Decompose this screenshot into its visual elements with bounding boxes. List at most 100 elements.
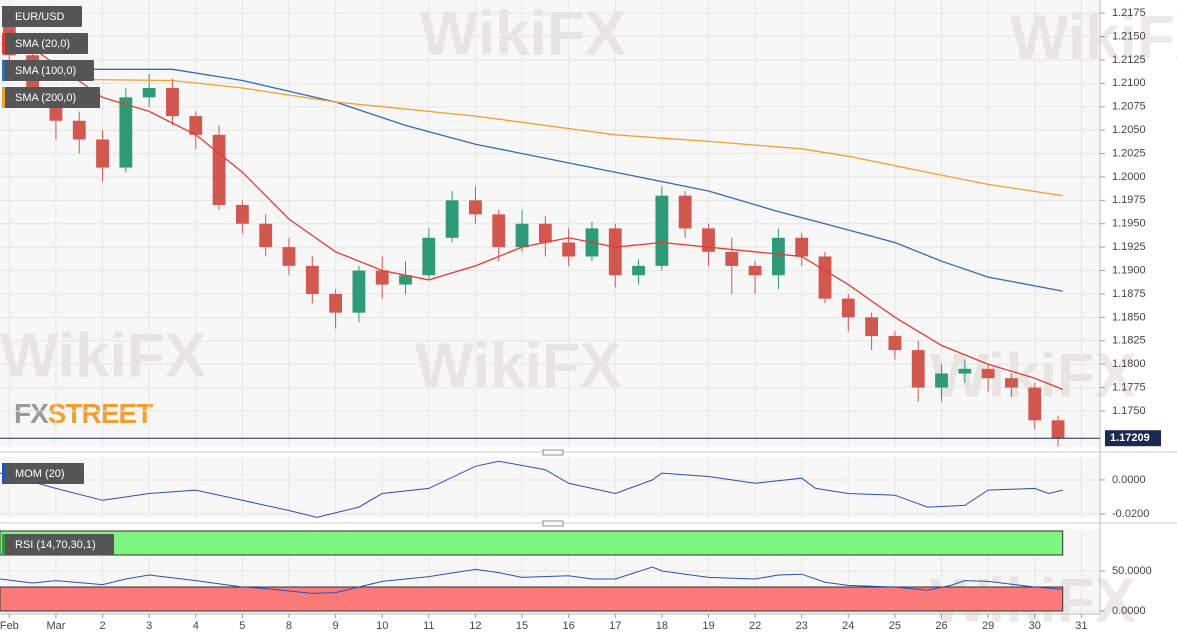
- x-tick-label: 18: [656, 620, 668, 632]
- candle-body: [235, 205, 249, 224]
- y-tick-label: 1.1850: [1112, 311, 1146, 323]
- legend-box: [2, 534, 114, 555]
- y-tick-label: 1.1875: [1112, 288, 1146, 300]
- y-tick-label: 0.0000: [1112, 474, 1146, 486]
- grip[interactable]: [542, 520, 564, 527]
- candle-body: [935, 373, 948, 388]
- legend-swatch: [2, 33, 5, 54]
- candle-body: [1051, 420, 1065, 439]
- y-tick-label: 1.1800: [1112, 358, 1146, 370]
- x-tick-label: 3: [146, 620, 152, 632]
- candle-body: [702, 228, 715, 252]
- candle-body: [96, 139, 109, 168]
- candle-body: [562, 242, 576, 257]
- candle-body: [375, 270, 389, 285]
- indicator-line: [0, 460, 1063, 518]
- y-tick-label: 1.2150: [1112, 30, 1146, 42]
- logo-part: FX: [14, 398, 49, 429]
- candle-body: [538, 223, 552, 243]
- y-tick-label: 1.1775: [1112, 381, 1146, 393]
- logo: FXSTREET: [14, 398, 153, 429]
- legend-swatch: [2, 6, 5, 27]
- candle-body: [911, 350, 925, 388]
- x-tick-label: 2: [99, 620, 105, 632]
- x-tick-label: 23: [796, 620, 808, 632]
- y-tick-label: 1.1750: [1112, 405, 1146, 417]
- watermark: WikiFX: [420, 0, 626, 68]
- candle-body: [771, 237, 785, 276]
- y-tick-label: 1.2050: [1112, 124, 1146, 136]
- legend-swatch: [2, 87, 5, 108]
- watermark: WikiFX: [1010, 3, 1177, 72]
- candle-body: [725, 251, 739, 266]
- candle-body: [795, 237, 809, 257]
- candle-body: [259, 223, 273, 248]
- legend-item: MOM (20): [2, 463, 84, 484]
- x-tick-label: Feb: [0, 620, 19, 632]
- legend-box: [2, 87, 100, 108]
- y-tick-label: 1.2125: [1112, 54, 1146, 66]
- y-tick-label: 1.1950: [1112, 218, 1146, 230]
- candle-body: [422, 237, 436, 276]
- legend-item: SMA (100,0): [2, 60, 94, 81]
- candle-body: [305, 265, 319, 294]
- x-tick-label: 9: [333, 620, 339, 632]
- legend-box: [2, 60, 94, 81]
- legend-item: SMA (20,0): [2, 33, 88, 54]
- candle-body: [469, 200, 482, 215]
- candle-body: [212, 134, 226, 206]
- x-tick-label: 16: [563, 620, 575, 632]
- last-price-box: [1105, 430, 1161, 447]
- legend-label: RSI (14,70,30,1): [15, 539, 96, 551]
- y-tick-label: 1.1975: [1112, 194, 1146, 206]
- legend-item: EUR/USD: [2, 6, 82, 27]
- candle-body: [748, 265, 762, 276]
- x-tick-label: 29: [982, 620, 994, 632]
- candle-body: [119, 97, 133, 168]
- legend-box: [2, 6, 82, 27]
- x-tick-label: 11: [423, 620, 434, 632]
- x-tick-label: 12: [469, 620, 481, 632]
- candle-body: [399, 275, 412, 285]
- x-tick-label: 25: [889, 620, 901, 632]
- y-tick-label: 1.1925: [1112, 241, 1146, 253]
- candle-body: [1028, 387, 1042, 421]
- oversold-band: [0, 586, 1064, 612]
- candle-body: [865, 317, 879, 337]
- y-tick-label: 1.1825: [1112, 335, 1146, 347]
- candle-body: [608, 228, 622, 276]
- last-price-label: 1.17209: [1110, 432, 1150, 444]
- legend-swatch: [2, 60, 5, 81]
- watermark: WikiFX: [415, 331, 621, 400]
- sma-line: [9, 77, 1063, 197]
- x-tick-label: 4: [193, 620, 199, 632]
- y-tick-label: 0.0000: [1112, 605, 1146, 617]
- x-tick-label: 17: [609, 620, 621, 632]
- candle-body: [352, 270, 366, 313]
- x-tick-label: 10: [376, 620, 388, 632]
- candle-body: [142, 87, 156, 98]
- legend-item: RSI (14,70,30,1): [2, 534, 114, 555]
- sma-line: [9, 68, 1063, 292]
- candle-body: [492, 214, 506, 248]
- candle-body: [1005, 378, 1018, 388]
- y-tick-label: -0.0200: [1112, 508, 1149, 520]
- logo-part: STREET: [48, 398, 153, 429]
- grip[interactable]: [542, 449, 564, 456]
- candle-body: [981, 368, 995, 379]
- legend-label: SMA (20,0): [15, 38, 70, 50]
- x-tick-label: Mar: [46, 620, 65, 632]
- legend-label: EUR/USD: [15, 11, 65, 23]
- x-tick-label: 24: [842, 620, 854, 632]
- watermark: WikiFX: [0, 321, 206, 390]
- y-tick-label: 1.2000: [1112, 171, 1146, 183]
- legend-label: SMA (100,0): [15, 65, 76, 77]
- x-tick-label: 15: [516, 620, 528, 632]
- indicator-line: [0, 566, 1063, 594]
- legend-box: [2, 463, 84, 484]
- candle-body: [841, 298, 855, 318]
- legend-swatch: [2, 463, 5, 484]
- candle-body: [958, 368, 972, 374]
- candle-body: [166, 87, 179, 117]
